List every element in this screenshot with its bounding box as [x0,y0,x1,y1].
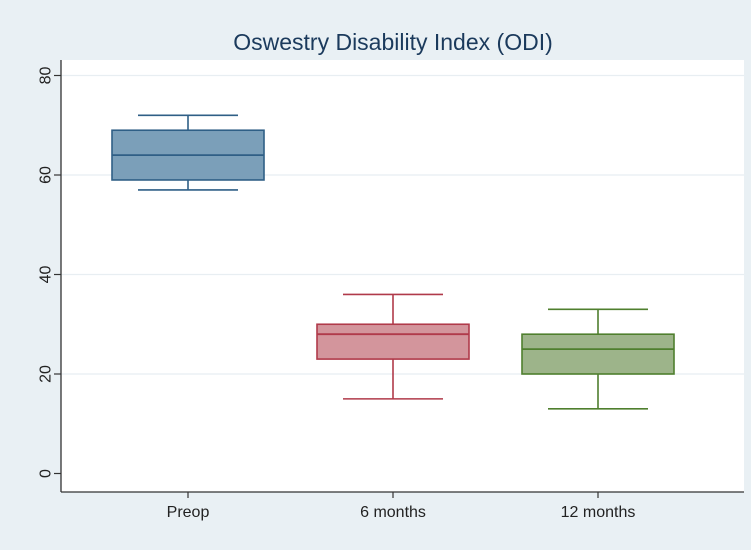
axes [54,60,744,498]
axis-labels: 0 20 40 60 80 Preop 6 months 12 months [38,67,636,522]
box-12-months [521,308,675,410]
plot-background [61,60,744,492]
y-tick-label-40: 40 [38,266,55,284]
boxes [111,114,675,410]
iqr-box-6-months [316,323,470,360]
y-tick-label-80: 80 [38,67,55,85]
y-tick-label-0: 0 [38,469,55,478]
iqr-box-12-months [521,333,675,375]
y-tick-label-20: 20 [38,365,55,383]
x-tick-label-6-months: 6 months [360,504,426,521]
box-preop [111,114,265,191]
chart-title: Oswestry Disability Index (ODI) [233,29,553,55]
box-6-months [316,293,470,400]
x-tick-label-preop: Preop [167,504,210,521]
x-tick-label-12-months: 12 months [561,504,636,521]
y-tick-label-60: 60 [38,166,55,184]
